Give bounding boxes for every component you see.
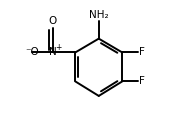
Text: ⁻O: ⁻O bbox=[26, 47, 39, 57]
Text: N: N bbox=[49, 47, 56, 57]
Text: F: F bbox=[139, 76, 145, 86]
Text: F: F bbox=[139, 47, 145, 57]
Text: +: + bbox=[55, 43, 61, 52]
Text: NH₂: NH₂ bbox=[89, 10, 108, 20]
Text: O: O bbox=[48, 16, 57, 26]
